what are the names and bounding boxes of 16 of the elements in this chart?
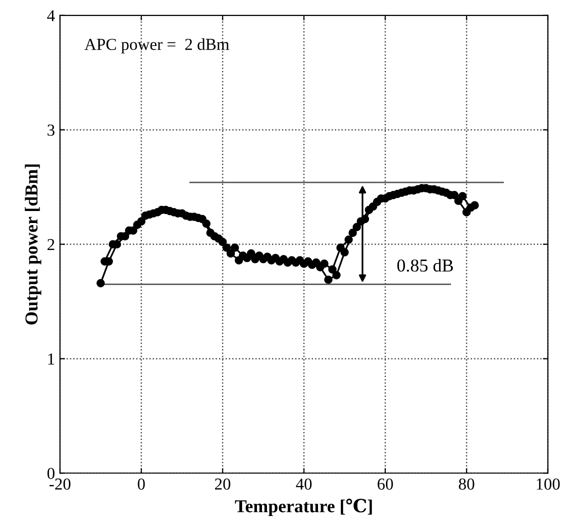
y-tick-label: 0 — [47, 468, 54, 480]
y-tick-label: 3 — [48, 124, 54, 136]
x-tick-label: 100 — [536, 478, 560, 490]
x-tick-label: 0 — [138, 478, 145, 490]
y-axis-title: Output power [dBm] — [24, 164, 42, 324]
x-tick-label: -20 — [50, 478, 70, 490]
annotation: 0.85 dB — [397, 258, 453, 272]
y-tick-label: 4 — [47, 10, 55, 22]
x-tick-label: 80 — [458, 478, 474, 490]
x-tick-label: 60 — [378, 478, 393, 490]
annotation: APC power = 2 dBm — [84, 38, 230, 54]
x-tick-label: 20 — [215, 478, 230, 490]
x-axis-title: Temperature [℃] — [234, 498, 372, 516]
x-tick-label: 40 — [296, 478, 312, 490]
y-tick-label: 1 — [48, 353, 54, 364]
y-tick-label: 2 — [48, 239, 54, 250]
